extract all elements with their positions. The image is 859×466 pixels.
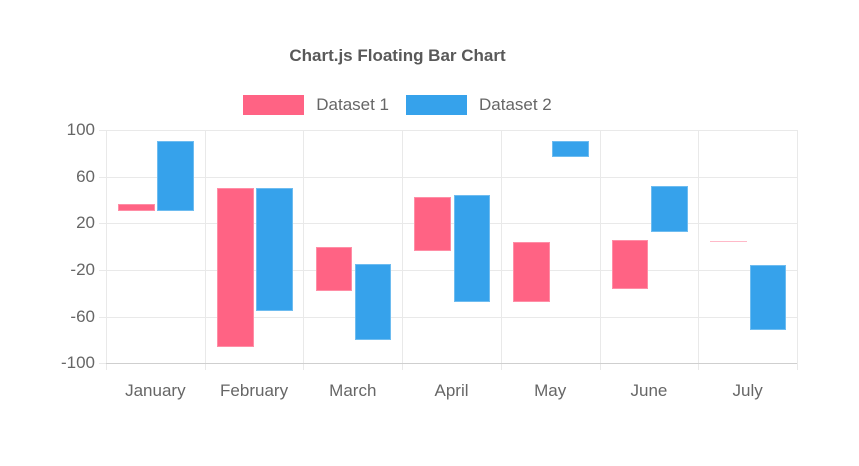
x-tick-mark: [599, 363, 601, 371]
gridline-vertical: [797, 130, 798, 364]
bar-dataset-2-july[interactable]: [749, 265, 787, 330]
bar-dataset-2-june[interactable]: [650, 186, 688, 232]
legend-label: Dataset 2: [479, 95, 552, 114]
y-axis-label: 60: [76, 166, 95, 186]
bar-dataset-1-may[interactable]: [513, 242, 550, 302]
bar-dataset-1-july[interactable]: [710, 240, 748, 243]
legend-item-dataset-1[interactable]: Dataset 1: [243, 95, 389, 115]
x-axis-label-june: June: [630, 381, 668, 401]
gridline-horizontal: [106, 316, 797, 318]
bar-dataset-1-april[interactable]: [414, 196, 451, 252]
gridline-vertical: [106, 130, 107, 364]
gridline-vertical: [500, 130, 502, 364]
gridline-horizontal: [106, 130, 797, 131]
x-tick-mark: [698, 363, 700, 371]
bar-dataset-1-january[interactable]: [118, 203, 155, 211]
legend-item-dataset-2[interactable]: Dataset 2: [406, 95, 552, 115]
bar-dataset-2-may[interactable]: [552, 140, 589, 157]
gridline-vertical: [402, 130, 404, 364]
x-axis-border: [106, 363, 797, 365]
chart-title: Chart.js Floating Bar Chart: [289, 46, 506, 65]
x-tick-mark: [303, 363, 305, 371]
x-axis-label-may: May: [534, 381, 567, 401]
x-axis-label-july: July: [732, 381, 763, 401]
gridline-horizontal: [106, 176, 797, 178]
x-tick-mark: [106, 363, 107, 371]
y-tick-mark: [99, 176, 106, 178]
y-axis-label: -60: [70, 306, 95, 326]
y-axis-label: -20: [70, 260, 95, 280]
gridline-vertical: [303, 130, 305, 364]
y-tick-mark: [99, 363, 106, 365]
x-axis-label-january: January: [125, 381, 186, 401]
legend-label: Dataset 1: [316, 95, 389, 114]
y-axis-label: -100: [60, 353, 95, 373]
bar-dataset-1-february[interactable]: [216, 188, 254, 348]
bar-dataset-2-april[interactable]: [453, 195, 491, 302]
gridline-horizontal: [106, 223, 797, 225]
y-axis-label: 20: [76, 213, 95, 233]
legend-swatch: [243, 95, 305, 115]
x-axis-label-february: February: [220, 381, 289, 401]
gridline-horizontal: [106, 270, 797, 272]
x-axis-label-march: March: [329, 381, 377, 401]
legend: Dataset 1 Dataset 2: [0, 95, 795, 115]
y-tick-mark: [99, 316, 106, 318]
x-tick-mark: [500, 363, 502, 371]
bar-dataset-2-february[interactable]: [256, 188, 293, 311]
gridline-vertical: [204, 130, 206, 364]
y-tick-mark: [99, 223, 106, 225]
legend-swatch: [406, 95, 467, 115]
x-tick-mark: [402, 363, 404, 371]
bar-dataset-1-march[interactable]: [315, 246, 353, 292]
x-tick-mark: [204, 363, 206, 371]
x-axis-label-april: April: [434, 381, 469, 401]
bar-dataset-2-january[interactable]: [157, 140, 194, 211]
y-tick-mark: [99, 130, 106, 131]
y-tick-mark: [99, 270, 106, 272]
x-tick-mark: [797, 363, 798, 371]
y-axis-label: 100: [66, 120, 95, 139]
bar-dataset-2-march[interactable]: [354, 264, 392, 341]
gridline-vertical: [698, 130, 700, 364]
bar-dataset-1-june[interactable]: [611, 239, 649, 289]
gridline-vertical: [599, 130, 601, 364]
